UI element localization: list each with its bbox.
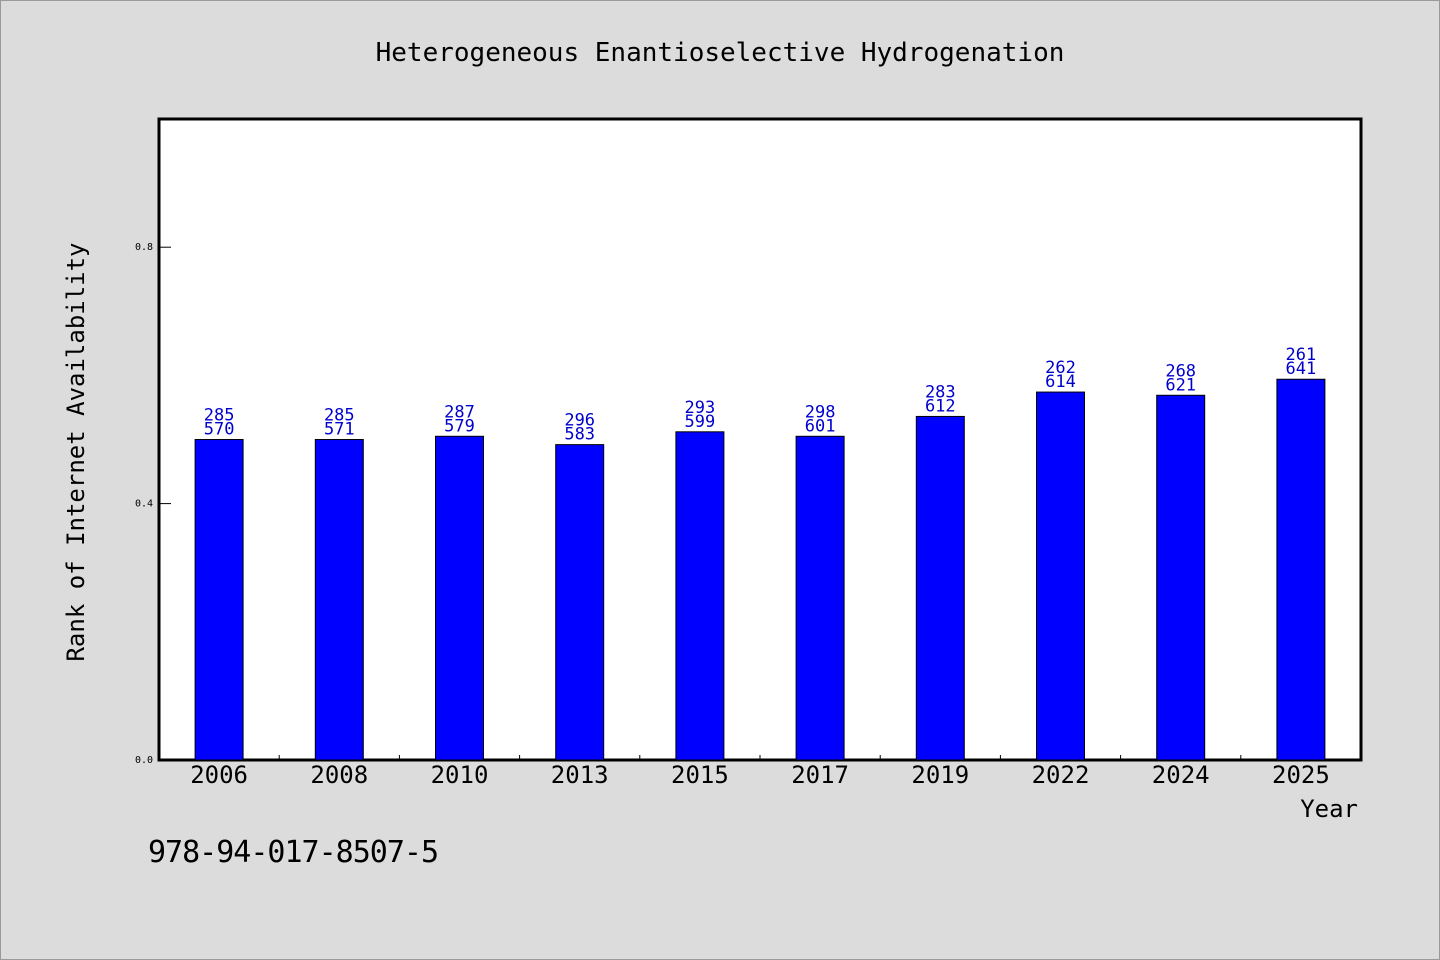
x-tick-label: 2006 [190,761,248,789]
bar-label-bottom: 570 [204,420,235,440]
x-axis-label: Year [1300,795,1358,823]
bar-label-top: 287 [444,402,475,422]
x-tick-label: 2015 [671,761,729,789]
bar-label-bottom: 599 [685,412,716,432]
bar-label-bottom: 601 [805,416,836,436]
bar-label-bottom: 571 [324,420,355,440]
bar-label-top: 262 [1045,358,1076,378]
bar-label-top: 298 [805,402,836,422]
y-axis: 0.0 0.4 0.8 [135,242,171,766]
x-tick-label: 2013 [551,761,609,789]
bar-label-bottom: 614 [1045,372,1076,392]
y-axis-label: Rank of Internet Availability [62,242,90,661]
bar-2019 [915,415,965,761]
x-axis: 2006 2008 2010 2013 2015 2017 2019 2022 2024 2025 [190,755,1330,789]
bar-label-top: 285 [204,406,235,426]
bar-label-top: 261 [1286,345,1317,365]
bar-2025 [1276,378,1326,761]
bar-label-bottom: 612 [925,396,956,416]
x-tick-label: 2017 [791,761,849,789]
y-tick-label: 0.4 [135,499,153,510]
bar-2010 [435,435,484,761]
y-tick-label: 0.8 [135,242,153,253]
bar-label-top: 293 [685,398,716,418]
y-tick-label: 0.0 [135,755,153,766]
bar-label-top: 268 [1165,361,1196,381]
bar-2015 [675,431,725,761]
bar-label-bottom: 579 [444,416,475,436]
x-tick-label: 2025 [1272,761,1330,789]
bar-label-bottom: 621 [1165,375,1196,395]
bar-2024 [1156,394,1206,761]
bar-2006 [194,439,244,761]
bar-label-bottom: 583 [564,425,595,445]
x-tick-label: 2022 [1032,761,1090,789]
bars [194,378,1326,761]
bar-2013 [555,444,605,761]
x-tick-label: 2010 [431,761,489,789]
chart-title: Heterogeneous Enantioselective Hydrogena… [376,38,1065,68]
footer-code: 978-94-017-8507-5 [148,835,439,870]
x-tick-label: 2008 [310,761,368,789]
x-tick-label: 2019 [911,761,969,789]
bar-2008 [314,439,364,761]
bar-label-top: 296 [564,411,595,431]
x-tick-label: 2024 [1152,761,1210,789]
bar-label-bottom: 641 [1286,359,1317,379]
bar-label-top: 283 [925,382,956,402]
bar-2017 [795,435,845,761]
bar-2022 [1036,391,1085,761]
bar-label-top: 285 [324,406,355,426]
